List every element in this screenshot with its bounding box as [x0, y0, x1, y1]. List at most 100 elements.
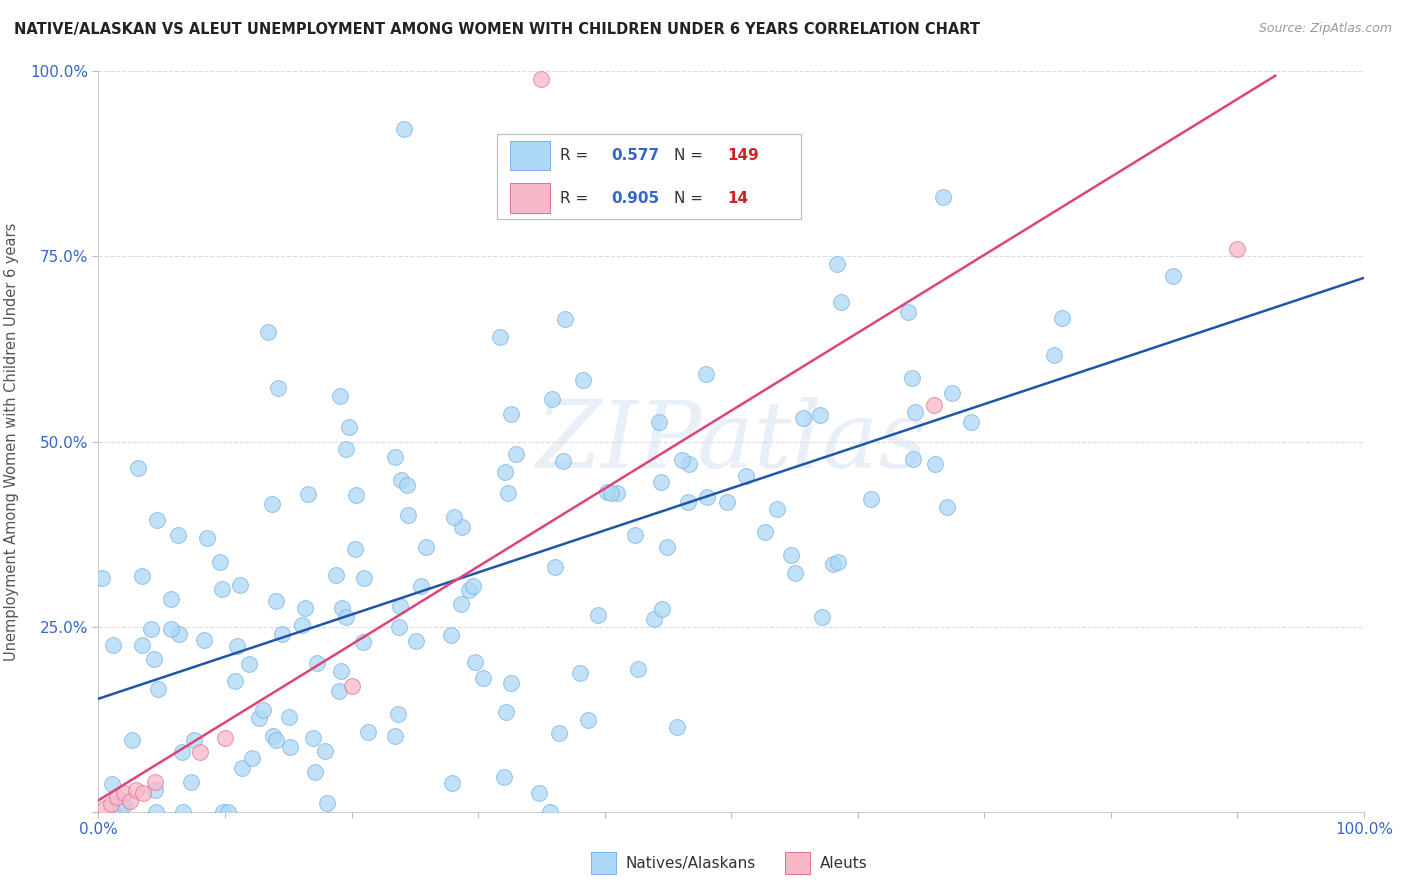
- Point: [278, 710, 301, 724]
- Point: [650, 475, 672, 490]
- Point: [492, 770, 515, 784]
- Point: [900, 371, 922, 385]
- Point: [648, 415, 671, 429]
- Point: [1226, 242, 1249, 256]
- Bar: [510, 141, 550, 170]
- Point: [112, 786, 135, 800]
- Point: [264, 732, 287, 747]
- Point: [132, 786, 155, 800]
- Point: [262, 496, 284, 510]
- Point: [316, 796, 339, 810]
- Point: [780, 548, 803, 562]
- Point: [827, 555, 849, 569]
- Point: [101, 639, 124, 653]
- Point: [415, 540, 437, 554]
- Point: [1163, 268, 1185, 283]
- Point: [188, 746, 211, 760]
- Point: [107, 789, 129, 804]
- Point: [495, 705, 517, 719]
- Point: [183, 732, 205, 747]
- Point: [357, 724, 380, 739]
- Point: [389, 599, 412, 613]
- Point: [302, 731, 325, 745]
- Point: [671, 453, 693, 467]
- Point: [935, 500, 957, 514]
- Point: [160, 591, 183, 606]
- Point: [860, 492, 883, 507]
- Point: [278, 740, 301, 755]
- Point: [139, 622, 162, 636]
- Point: [101, 777, 124, 791]
- Point: [167, 528, 190, 542]
- Point: [146, 513, 169, 527]
- Point: [267, 380, 290, 394]
- Point: [596, 485, 619, 500]
- Point: [505, 447, 527, 461]
- Point: [960, 415, 983, 429]
- Point: [922, 398, 945, 412]
- Point: [501, 676, 523, 690]
- Text: N =: N =: [675, 191, 709, 206]
- Y-axis label: Unemployment Among Women with Children Under 6 years: Unemployment Among Women with Children U…: [4, 222, 18, 661]
- Point: [145, 775, 166, 789]
- Text: Natives/Alaskans: Natives/Alaskans: [626, 855, 756, 871]
- Point: [821, 558, 844, 572]
- Point: [217, 805, 239, 819]
- Point: [329, 664, 352, 678]
- Point: [224, 674, 246, 689]
- Point: [238, 657, 260, 671]
- Point: [696, 490, 718, 504]
- Point: [231, 761, 253, 775]
- Point: [214, 731, 236, 745]
- Point: [932, 190, 955, 204]
- Point: [716, 495, 738, 509]
- Point: [458, 582, 481, 597]
- Point: [352, 634, 374, 648]
- Point: [125, 782, 148, 797]
- Point: [328, 683, 350, 698]
- Point: [143, 782, 166, 797]
- Point: [120, 794, 141, 808]
- Text: 149: 149: [727, 148, 759, 163]
- Point: [340, 679, 363, 693]
- Point: [170, 746, 193, 760]
- Point: [143, 651, 166, 665]
- Point: [569, 666, 592, 681]
- Point: [540, 392, 562, 406]
- Point: [527, 786, 550, 800]
- Point: [335, 442, 357, 456]
- Point: [262, 729, 284, 743]
- Point: [247, 711, 270, 725]
- Text: N =: N =: [675, 148, 709, 163]
- Point: [494, 465, 516, 479]
- Point: [353, 571, 375, 585]
- Point: [395, 478, 418, 492]
- Point: [643, 612, 665, 626]
- Point: [498, 485, 520, 500]
- Point: [627, 662, 650, 676]
- Point: [270, 626, 292, 640]
- Point: [335, 609, 357, 624]
- Point: [657, 540, 679, 554]
- Point: [329, 389, 352, 403]
- Point: [440, 628, 463, 642]
- Point: [110, 799, 132, 814]
- Point: [1043, 348, 1066, 362]
- Point: [443, 509, 465, 524]
- Text: R =: R =: [560, 191, 593, 206]
- Point: [212, 805, 235, 819]
- Point: [337, 419, 360, 434]
- Point: [325, 568, 347, 582]
- Point: [623, 528, 645, 542]
- Point: [226, 639, 249, 653]
- Point: [193, 633, 215, 648]
- Point: [388, 620, 411, 634]
- Point: [332, 600, 354, 615]
- FancyBboxPatch shape: [498, 135, 800, 219]
- Point: [586, 608, 609, 623]
- Point: [538, 805, 561, 819]
- Point: [291, 617, 314, 632]
- Text: 0.577: 0.577: [610, 148, 659, 163]
- Text: NATIVE/ALASKAN VS ALEUT UNEMPLOYMENT AMONG WOMEN WITH CHILDREN UNDER 6 YEARS COR: NATIVE/ALASKAN VS ALEUT UNEMPLOYMENT AMO…: [14, 22, 980, 37]
- Point: [676, 494, 699, 508]
